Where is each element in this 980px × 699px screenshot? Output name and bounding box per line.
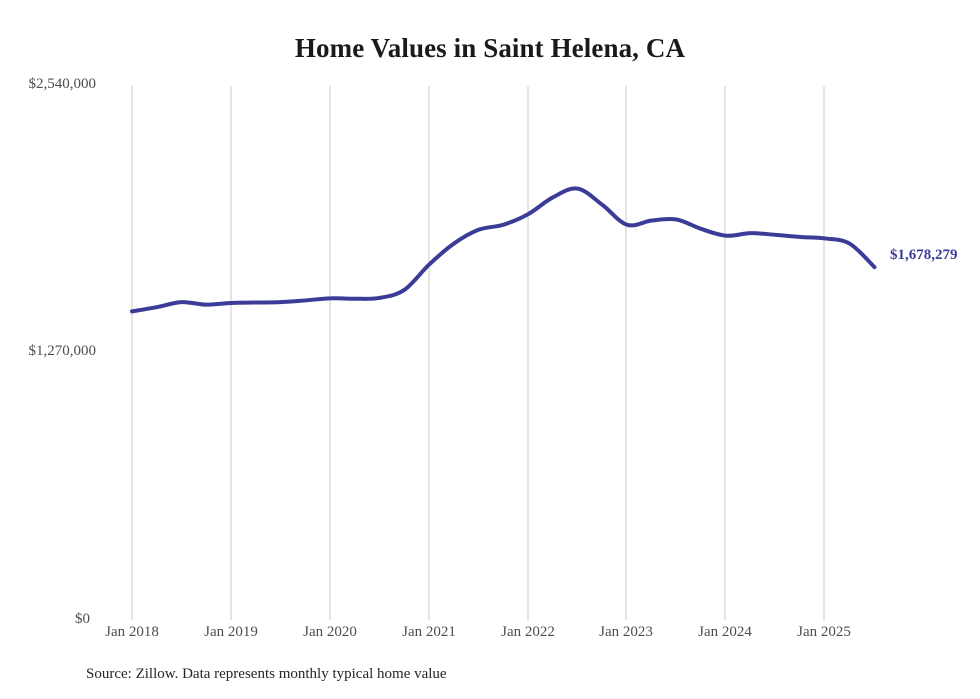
y-axis-tick-mid: $1,270,000 xyxy=(28,343,97,359)
x-axis-tick-jan-2022: Jan 2022 xyxy=(501,624,555,640)
x-axis-tick-jan-2021: Jan 2021 xyxy=(402,624,456,640)
y-axis-tick-zero: $0 xyxy=(75,611,90,627)
y-axis-tick-top: $2,540,000 xyxy=(28,76,97,92)
end-value-label: $1,678,279 xyxy=(890,247,958,263)
value-line-path xyxy=(130,186,877,314)
x-gridlines xyxy=(131,86,825,620)
x-axis-tick-jan-2025: Jan 2025 xyxy=(797,624,851,640)
x-axis-tick-jan-2018: Jan 2018 xyxy=(105,624,159,640)
source-note: Source: Zillow. Data represents monthly … xyxy=(86,666,447,682)
x-axis-tick-jan-2023: Jan 2023 xyxy=(599,624,653,640)
x-axis-tick-jan-2019: Jan 2019 xyxy=(204,624,258,640)
chart-title: Home Values in Saint Helena, CA xyxy=(294,33,686,63)
x-axis-tick-jan-2024: Jan 2024 xyxy=(698,624,752,640)
x-axis-tick-jan-2020: Jan 2020 xyxy=(303,624,357,640)
